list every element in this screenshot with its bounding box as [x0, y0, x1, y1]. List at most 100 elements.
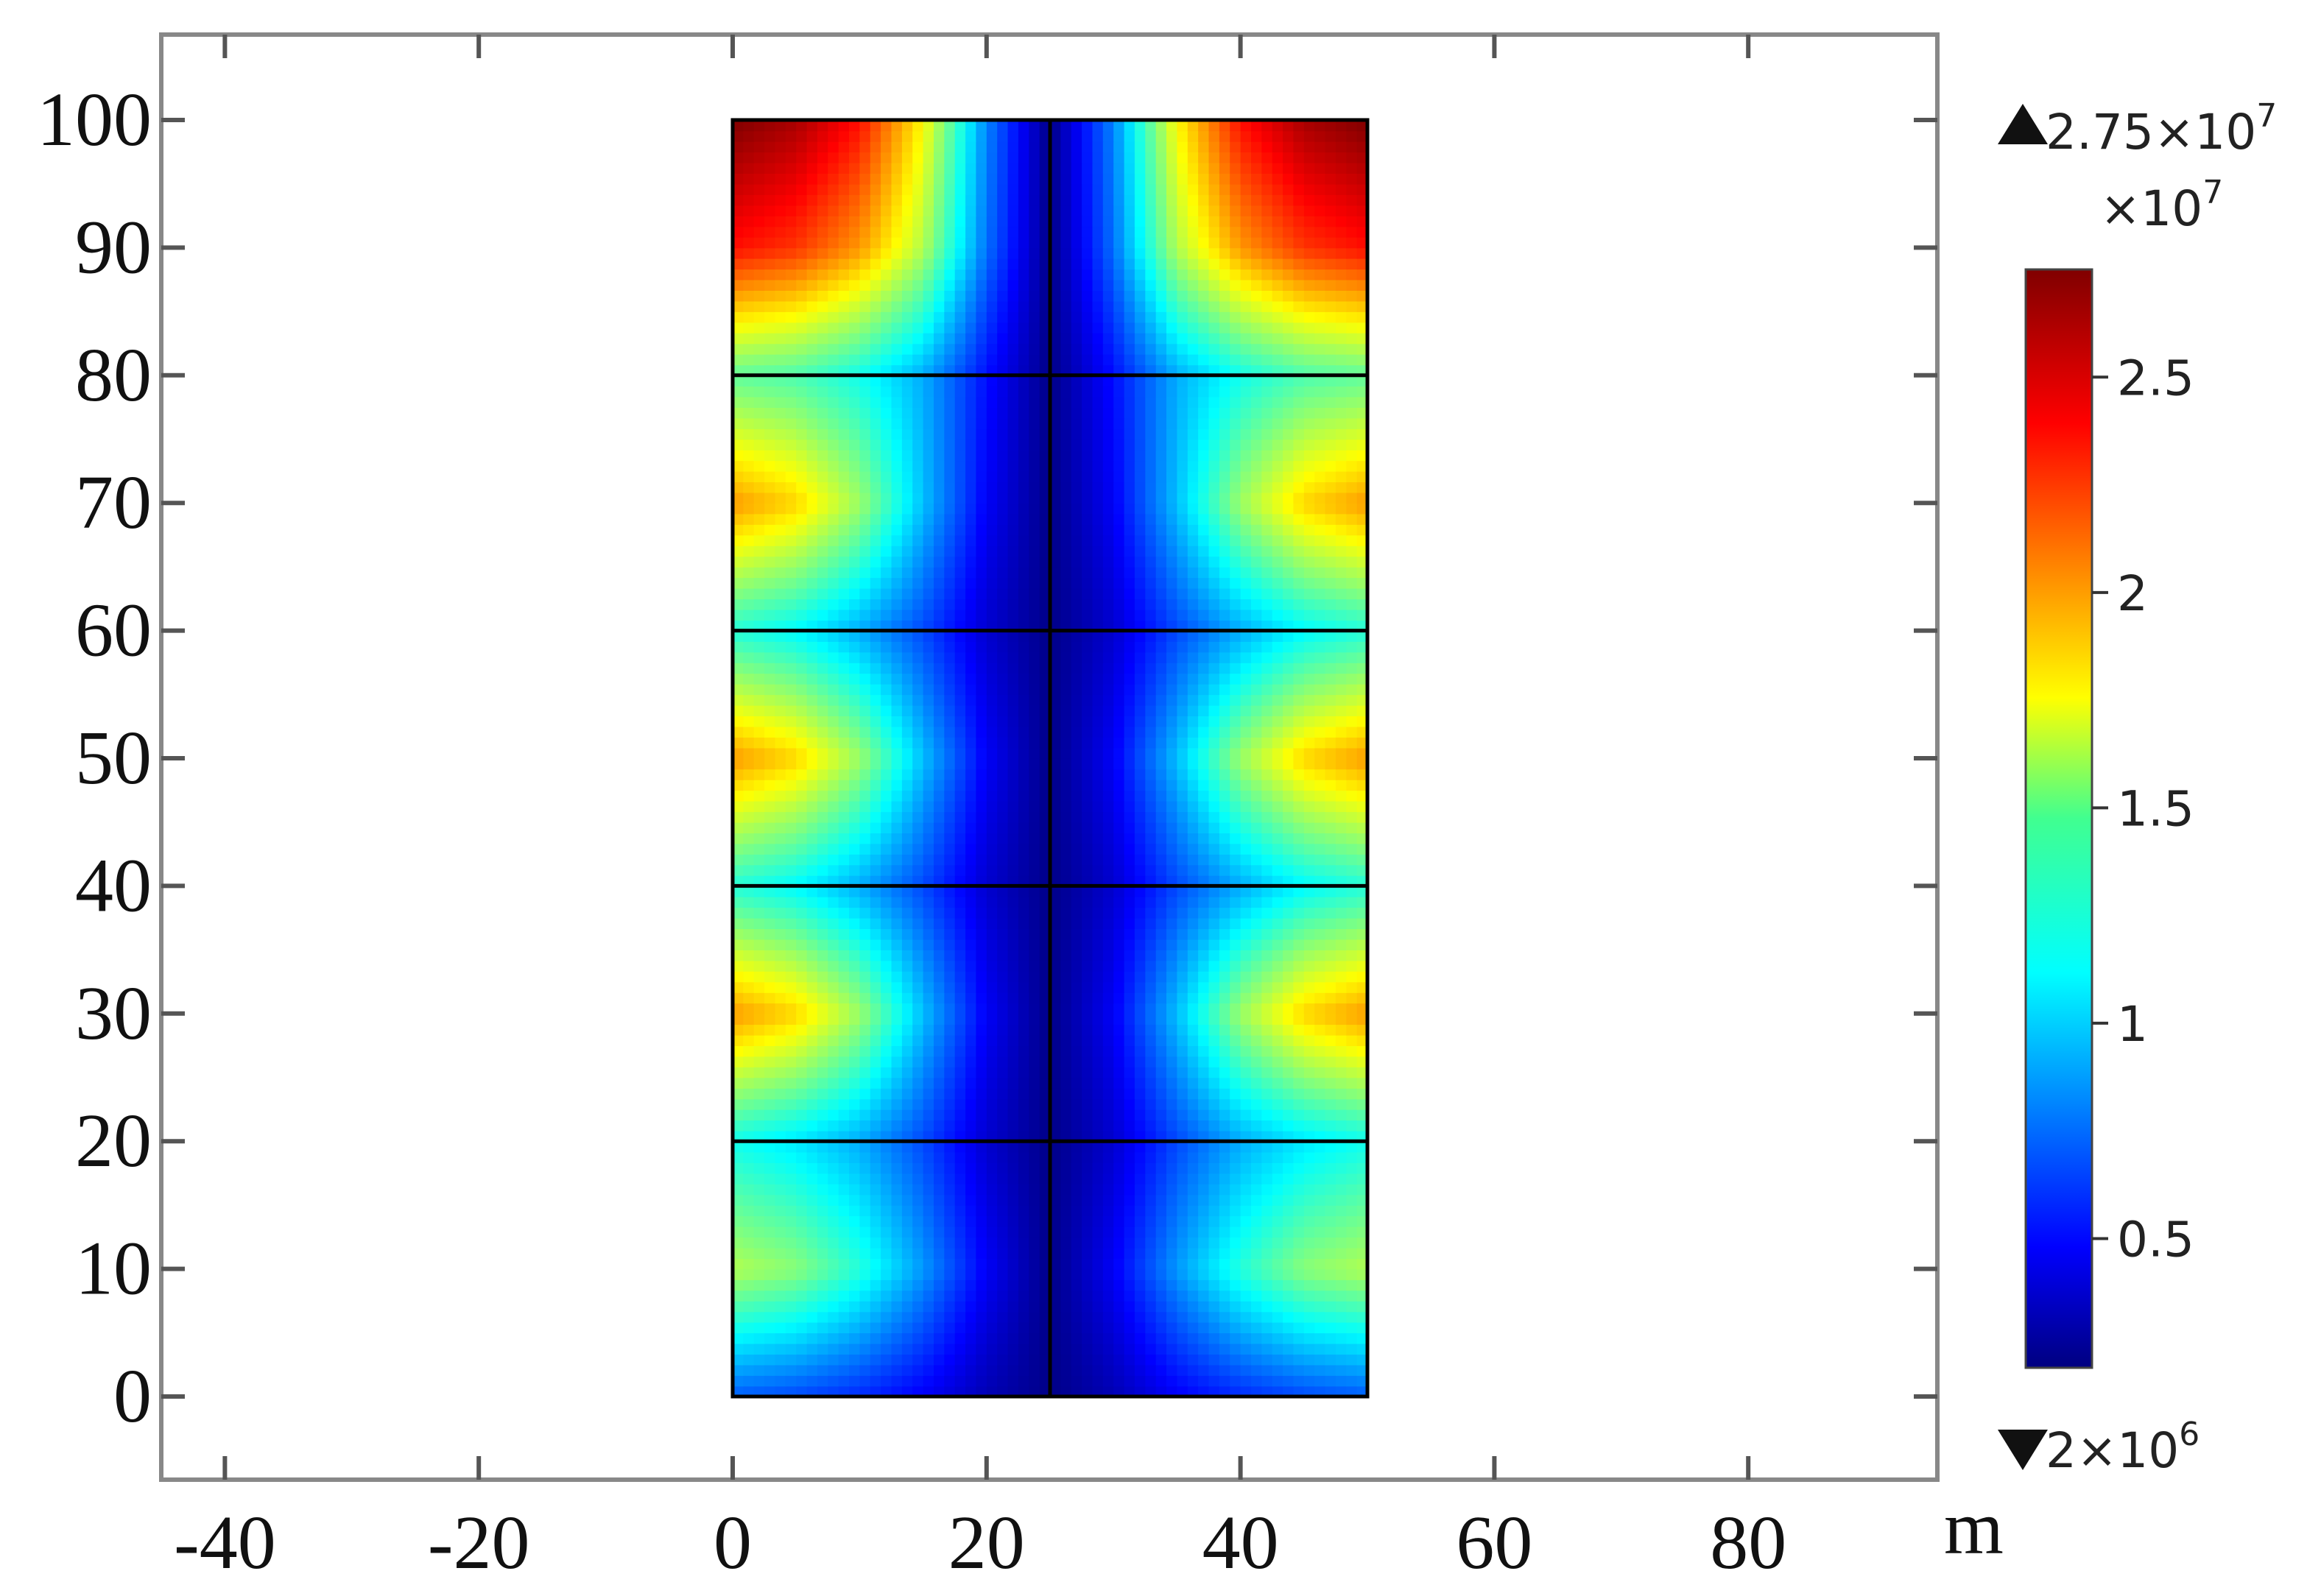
- heatmap-cell: [923, 1268, 934, 1280]
- heatmap-cell: [1092, 1045, 1104, 1057]
- heatmap-cell: [901, 1098, 914, 1110]
- heatmap-cell: [891, 811, 903, 823]
- heatmap-cell: [1039, 875, 1051, 887]
- heatmap-cell: [1113, 747, 1125, 759]
- heatmap-cell: [1208, 620, 1220, 632]
- heatmap-cell: [828, 950, 839, 961]
- heatmap-cell: [743, 864, 755, 876]
- heatmap-cell: [1272, 1024, 1283, 1036]
- heatmap-cell: [1346, 726, 1358, 738]
- heatmap-cell: [1113, 1003, 1125, 1014]
- heatmap-cell: [1039, 1215, 1051, 1227]
- heatmap-cell: [912, 737, 924, 749]
- heatmap-cell: [859, 737, 871, 749]
- heatmap-cell: [1145, 779, 1157, 791]
- heatmap-cell: [1219, 1375, 1231, 1387]
- heatmap-cell: [1303, 1077, 1315, 1089]
- heatmap-cell: [891, 1173, 903, 1184]
- heatmap-cell: [1198, 790, 1210, 802]
- heatmap-cell: [912, 1173, 924, 1184]
- heatmap-cell: [1102, 928, 1114, 940]
- heatmap-cell: [838, 886, 850, 897]
- heatmap-cell: [764, 1311, 776, 1323]
- heatmap-cell: [1356, 737, 1367, 749]
- heatmap-cell: [1177, 1301, 1188, 1313]
- heatmap-cell: [881, 747, 892, 759]
- heatmap-cell: [870, 545, 881, 557]
- heatmap-cell: [1335, 896, 1348, 908]
- heatmap-cell: [1071, 1215, 1082, 1227]
- heatmap-cell: [1018, 1151, 1030, 1163]
- heatmap-cell: [1346, 875, 1358, 887]
- heatmap-cell: [743, 1024, 755, 1036]
- heatmap-cell: [986, 1354, 998, 1366]
- heatmap-cell: [1314, 1364, 1326, 1376]
- heatmap-cell: [775, 981, 786, 993]
- heatmap-cell: [1050, 662, 1062, 674]
- heatmap-cell: [1124, 737, 1135, 749]
- heatmap-cell: [1029, 1088, 1040, 1100]
- heatmap-cell: [1113, 694, 1125, 706]
- heatmap-cell: [1208, 1321, 1220, 1334]
- heatmap-cell: [1060, 747, 1072, 759]
- heatmap-cell: [1325, 854, 1336, 866]
- heatmap-cell: [1134, 1268, 1147, 1280]
- heatmap-cell: [1261, 1290, 1273, 1302]
- heatmap-cell: [881, 1226, 892, 1238]
- heatmap-cell: [923, 587, 934, 600]
- heatmap-cell: [806, 1226, 818, 1238]
- heatmap-cell: [733, 779, 744, 791]
- heatmap-cell: [912, 662, 924, 674]
- heatmap-cell: [1293, 992, 1305, 1004]
- heatmap-cell: [1018, 992, 1030, 1004]
- heatmap-cell: [1293, 800, 1305, 813]
- heatmap-cell: [785, 1194, 797, 1206]
- heatmap-cell: [1039, 758, 1051, 770]
- heatmap-cell: [1007, 1024, 1019, 1036]
- heatmap-cell: [1145, 1130, 1157, 1143]
- heatmap-cell: [838, 971, 850, 983]
- heatmap-cell: [870, 1290, 881, 1302]
- heatmap-cell: [1102, 917, 1114, 929]
- heatmap-cell: [1208, 524, 1220, 536]
- heatmap-cell: [1208, 1045, 1220, 1057]
- heatmap-cell: [1325, 822, 1336, 833]
- heatmap-cell: [1325, 769, 1336, 780]
- heatmap-cell: [1240, 811, 1252, 823]
- heatmap-cell: [764, 598, 776, 610]
- heatmap-cell: [1145, 864, 1157, 876]
- heatmap-cell: [923, 1321, 934, 1334]
- heatmap-cell: [1272, 800, 1283, 813]
- heatmap-cell: [912, 1130, 924, 1143]
- heatmap-cell: [1124, 1364, 1135, 1376]
- heatmap-cell: [1261, 800, 1273, 813]
- heatmap-cell: [785, 1173, 797, 1184]
- heatmap-cell: [1124, 620, 1135, 632]
- heatmap-cell: [986, 907, 998, 919]
- heatmap-cell: [912, 864, 924, 876]
- heatmap-cell: [806, 1215, 818, 1227]
- heatmap-cell: [753, 705, 765, 716]
- heatmap-cell: [1092, 577, 1104, 589]
- heatmap-cell: [934, 1194, 945, 1206]
- heatmap-cell: [1071, 1173, 1082, 1184]
- heatmap-cell: [1155, 1184, 1167, 1196]
- heatmap-cell: [1314, 716, 1326, 727]
- heatmap-cell: [1303, 1237, 1315, 1249]
- heatmap-cell: [1198, 1173, 1210, 1184]
- heatmap-cell: [1346, 694, 1358, 706]
- heatmap-cell: [1208, 1184, 1220, 1196]
- heatmap-cell: [986, 1034, 998, 1046]
- heatmap-cell: [965, 1056, 977, 1067]
- heatmap-cell: [976, 917, 987, 929]
- heatmap-cell: [1007, 566, 1019, 579]
- heatmap-cell: [753, 1109, 765, 1121]
- heatmap-cell: [743, 641, 755, 653]
- heatmap-cell: [828, 875, 839, 887]
- heatmap-cell: [1283, 513, 1295, 525]
- heatmap-cell: [1283, 1056, 1295, 1067]
- heatmap-cell: [997, 1301, 1009, 1313]
- heatmap-cell: [806, 524, 818, 536]
- heatmap-cell: [1187, 1088, 1199, 1100]
- heatmap-cell: [1219, 1130, 1231, 1143]
